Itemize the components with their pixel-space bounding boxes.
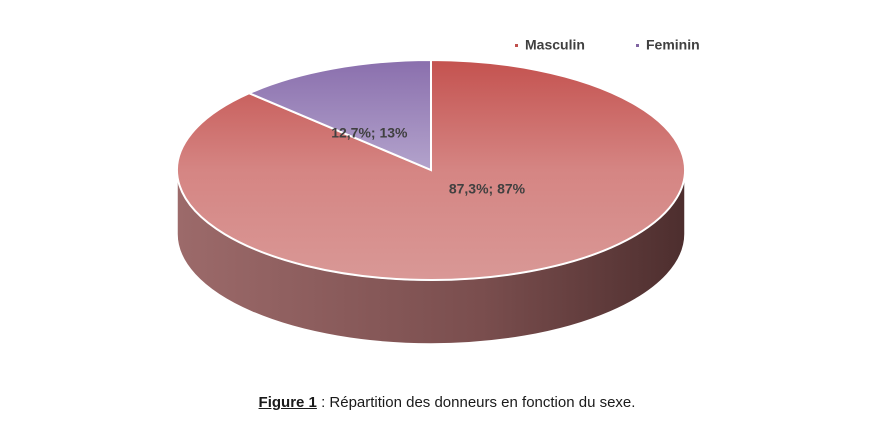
data-label-feminin: 12,7%; 13% (331, 124, 408, 140)
caption-text: : Répartition des donneurs en fonction d… (316, 394, 636, 411)
legend-label-masculin: Masculin (525, 37, 585, 53)
figure-caption: Figure 1 : Répartition des donneurs en f… (0, 394, 894, 411)
pie-slice-feminin (246, 58, 432, 172)
legend-swatch-feminin (636, 44, 639, 47)
legend-swatch-masculin (515, 44, 518, 47)
data-label-masculin: 87,3%; 87% (449, 181, 526, 197)
legend-label-feminin: Feminin (646, 37, 700, 53)
pie-chart: 87,3%; 87% 12,7%; 13% Masculin Feminin (176, 37, 700, 345)
caption-label: Figure 1 (258, 394, 317, 411)
